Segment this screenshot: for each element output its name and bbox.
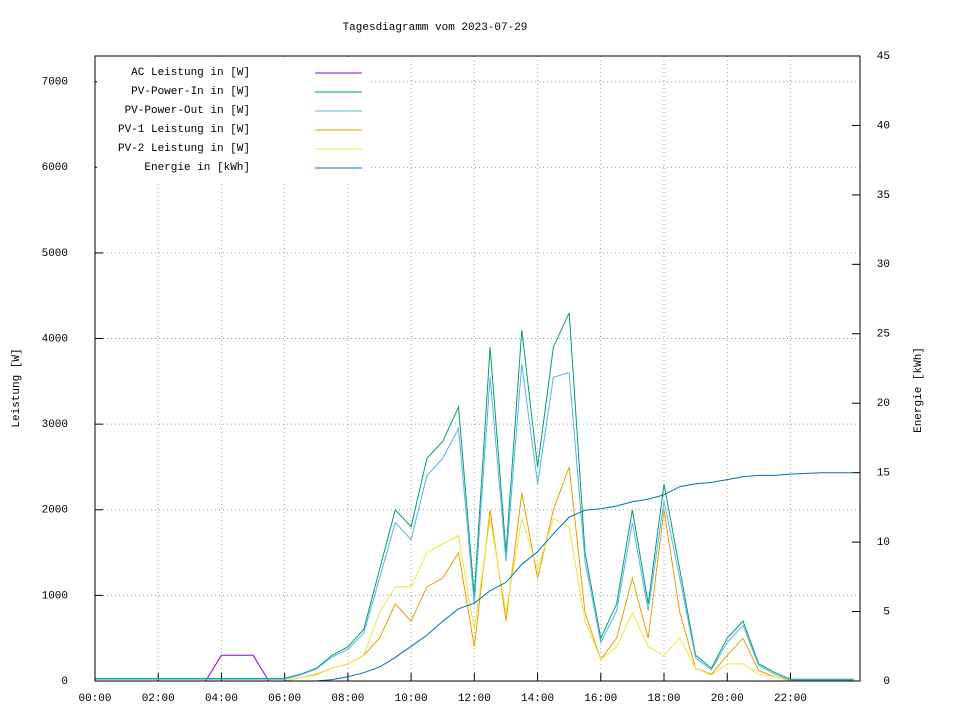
y2-tick-label: 35 bbox=[877, 190, 890, 202]
y-tick-label: 1000 bbox=[42, 590, 68, 602]
x-tick-label: 08:00 bbox=[331, 693, 364, 705]
x-tick-label: 14:00 bbox=[521, 693, 554, 705]
y-tick-label: 3000 bbox=[42, 419, 68, 431]
x-tick-label: 22:00 bbox=[774, 693, 807, 705]
y-tick-label: 5000 bbox=[42, 248, 68, 260]
legend-label: PV-Power-Out in [W] bbox=[125, 105, 250, 117]
chart-title: Tagesdiagramm vom 2023-07-29 bbox=[343, 22, 528, 34]
legend-label: Energie in [kWh] bbox=[144, 162, 250, 174]
x-tick-label: 20:00 bbox=[711, 693, 744, 705]
y-tick-label: 2000 bbox=[42, 505, 68, 517]
y2-tick-label: 40 bbox=[877, 120, 890, 132]
y2-tick-label: 30 bbox=[877, 259, 890, 271]
y-tick-label: 0 bbox=[61, 676, 68, 688]
y2-tick-label: 0 bbox=[883, 676, 890, 688]
x-tick-label: 00:00 bbox=[78, 693, 111, 705]
y2-axis-label: Energie [kWh] bbox=[913, 347, 925, 433]
y2-tick-label: 15 bbox=[877, 468, 890, 480]
legend-label: PV-2 Leistung in [W] bbox=[118, 143, 250, 155]
legend-label: PV-1 Leistung in [W] bbox=[118, 124, 250, 136]
y2-tick-label: 5 bbox=[883, 606, 890, 618]
x-tick-label: 18:00 bbox=[648, 693, 681, 705]
y2-tick-label: 25 bbox=[877, 329, 890, 341]
y2-tick-label: 45 bbox=[877, 51, 890, 63]
series-line bbox=[95, 364, 854, 681]
y-tick-label: 6000 bbox=[42, 162, 68, 174]
y-tick-label: 7000 bbox=[42, 77, 68, 89]
y2-tick-label: 20 bbox=[877, 398, 890, 410]
legend-label: PV-Power-In in [W] bbox=[131, 86, 250, 98]
y-tick-label: 4000 bbox=[42, 333, 68, 345]
legend-label: AC Leistung in [W] bbox=[131, 67, 250, 79]
legend-box bbox=[97, 60, 369, 182]
y-axis-label: Leistung [W] bbox=[11, 348, 23, 427]
y2-tick-label: 10 bbox=[877, 537, 890, 549]
x-tick-label: 02:00 bbox=[142, 693, 175, 705]
x-tick-label: 04:00 bbox=[205, 693, 238, 705]
x-tick-label: 16:00 bbox=[584, 693, 617, 705]
series-line bbox=[95, 312, 854, 680]
plot-frame bbox=[94, 55, 861, 682]
x-tick-label: 06:00 bbox=[268, 693, 301, 705]
x-tick-label: 10:00 bbox=[395, 693, 428, 705]
x-tick-label: 12:00 bbox=[458, 693, 491, 705]
